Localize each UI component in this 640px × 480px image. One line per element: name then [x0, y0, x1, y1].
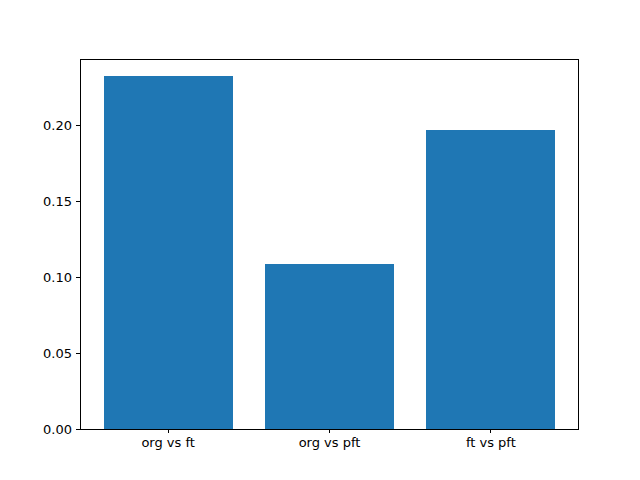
y-tick-label: 0.00: [12, 423, 72, 436]
x-tick-label: org vs pft: [260, 436, 400, 449]
y-tick-label: 0.05: [12, 347, 72, 360]
x-tick-label: org vs ft: [98, 436, 238, 449]
bar: [426, 130, 555, 429]
plot-area: org vs ftorg vs pftft vs pft0.000.050.10…: [80, 59, 579, 430]
figure: org vs ft org vs pft ft vs pft 0.00 0.05 0.10…: [0, 0, 640, 480]
y-tick: [76, 277, 80, 278]
y-tick: [76, 429, 80, 430]
x-tick-label: ft vs pft: [421, 436, 561, 449]
bar: [104, 76, 233, 429]
y-tick: [76, 353, 80, 354]
bar: [265, 264, 394, 429]
x-tick: [490, 429, 491, 433]
y-tick-label: 0.20: [12, 119, 72, 132]
x-tick: [329, 429, 330, 433]
y-tick: [76, 125, 80, 126]
y-tick: [76, 201, 80, 202]
x-tick: [168, 429, 169, 433]
y-tick-label: 0.15: [12, 195, 72, 208]
y-tick-label: 0.10: [12, 271, 72, 284]
